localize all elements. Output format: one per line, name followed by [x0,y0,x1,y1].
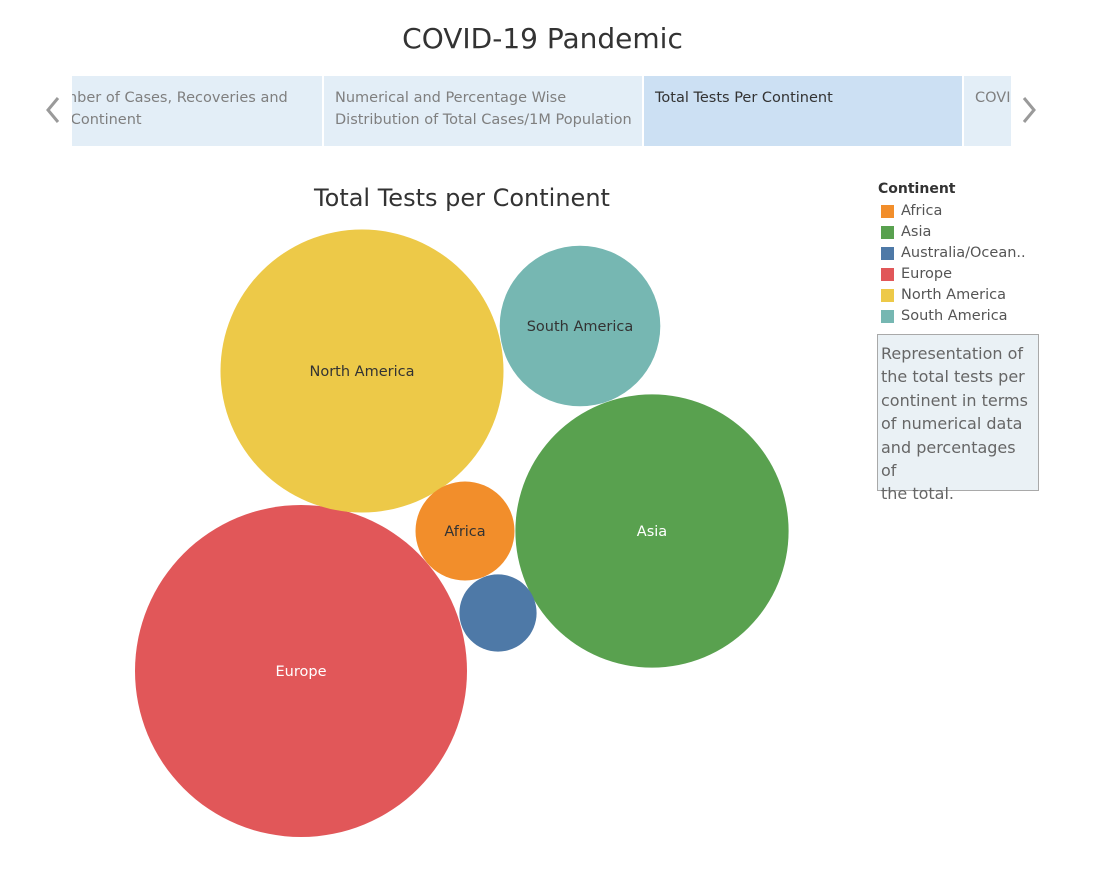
tab-label-line: Total Tests Per Continent [655,90,833,106]
legend-label: Europe [901,266,952,282]
bubble-australia-oceania[interactable] [459,574,537,652]
legend-item-south-america[interactable]: South America [878,306,1058,327]
story-title: COVID-19 Pandemic [402,22,683,55]
bubble-label-asia: Asia [637,524,667,540]
bubble-label-africa: Africa [444,524,485,540]
legend-swatch [881,289,894,302]
tab-label-line: Number of Cases, Recoveries and [72,90,288,106]
tab-label-line: Per Continent [72,112,142,128]
legend-swatch [881,310,894,323]
caption-line: and percentages of [881,437,1016,481]
tab-label-line: Numerical and Percentage Wise [335,90,567,106]
legend-item-europe[interactable]: Europe [878,264,1058,285]
chevron-right-icon[interactable] [1016,92,1040,128]
legend-swatch [881,226,894,239]
caption-line: Representation of [881,344,1024,363]
legend-label: Australia/Ocean.. [901,245,1026,261]
legend-title: Continent [878,181,956,197]
legend-label: South America [901,308,1008,324]
story-point-tab-cases-recoveries[interactable]: Number of Cases, Recoveries and Per Cont… [72,76,322,146]
legend: Continent Africa Asia Australia/Ocean.. … [878,180,1058,327]
legend-item-asia[interactable]: Asia [878,222,1058,243]
chart-title: Total Tests per Continent [314,184,610,212]
story-point-tab-distribution[interactable]: Numerical and Percentage Wise Distributi… [324,76,642,146]
bubble-asia[interactable] [515,394,789,668]
tab-label-line: Distribution of Total Cases/1M Populatio… [335,112,632,128]
bubble-label-europe: Europe [276,664,327,680]
bubble-north-america[interactable] [220,229,504,513]
tab-label-line: COVID [975,90,1011,106]
legend-swatch [881,247,894,260]
bubble-label-north-america: North America [310,364,415,380]
bubble-south-america[interactable] [499,245,661,407]
bubble-africa[interactable] [415,481,515,581]
caption-line: the total tests per [881,367,1025,387]
legend-item-north-america[interactable]: North America [878,285,1058,306]
story-point-tab-total-tests[interactable]: Total Tests Per Continent [644,76,962,146]
legend-label: Asia [901,224,932,240]
caption-text-box: Representation of the total tests per co… [877,334,1039,503]
legend-label: Africa [901,203,943,219]
caption-line: of numerical data [881,414,1023,434]
legend-swatch [881,205,894,218]
legend-swatch [881,268,894,281]
story-point-tab-covid[interactable]: COVID [964,76,1011,146]
caption-line: the total. [881,484,955,504]
legend-item-australia-oceania[interactable]: Australia/Ocean.. [878,243,1058,264]
bubble-europe[interactable] [135,505,467,837]
bubble-label-south-america: South America [527,319,634,335]
caption-line: continent in terms [881,390,1028,410]
story-tab-strip: Number of Cases, Recoveries and Per Cont… [72,76,1011,146]
legend-item-africa[interactable]: Africa [878,201,1058,222]
legend-label: North America [901,287,1006,303]
chevron-left-icon[interactable] [42,92,66,128]
